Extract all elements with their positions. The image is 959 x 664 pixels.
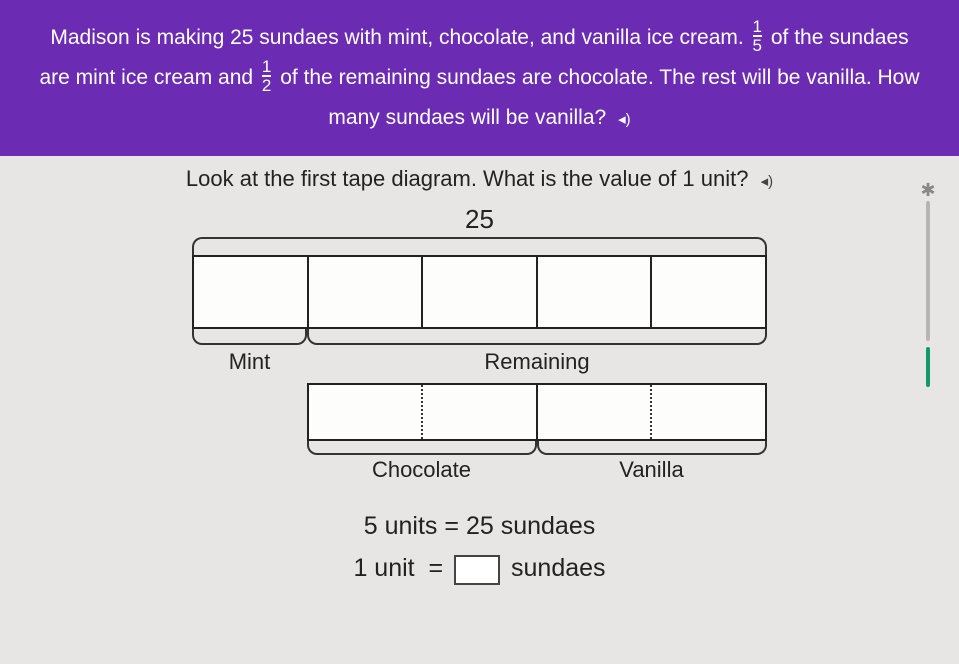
audio-icon[interactable]: ◂) [618, 106, 631, 135]
tape-cell [309, 257, 424, 327]
brace-chocolate: Chocolate [307, 441, 537, 483]
text-seg-d: of the remaining sundaes are chocolate. … [280, 66, 919, 89]
instruction-text: Look at the first tape diagram. What is … [0, 166, 959, 192]
slider-track [926, 201, 930, 341]
fraction-numerator: 1 [262, 58, 271, 75]
eq1-right: 25 sundaes [466, 512, 595, 540]
problem-line-3: many sundaes will be vanilla? ◂) [20, 98, 939, 138]
tape-half [538, 385, 765, 439]
eq1-left: 5 units [364, 512, 438, 540]
text-seg-b: of the sundaes [771, 26, 909, 49]
tape-cell [652, 257, 765, 327]
problem-line-1: Madison is making 25 sundaes with mint, … [20, 18, 939, 58]
equations-block: 5 units = 25 sundaes 1 unit = sundaes [0, 505, 959, 590]
fraction-denominator: 5 [753, 35, 762, 54]
vanilla-label: Vanilla [537, 457, 767, 483]
brace-top [192, 237, 767, 255]
fraction-numerator: 1 [753, 18, 762, 35]
fraction-1-5: 1 5 [753, 18, 762, 54]
chocolate-label: Chocolate [307, 457, 537, 483]
progress-slider[interactable]: ✱ [915, 180, 941, 387]
tape-1 [192, 255, 767, 329]
fraction-1-2: 1 2 [262, 58, 271, 94]
tape-half [309, 385, 538, 439]
equation-line-1: 5 units = 25 sundaes [0, 505, 959, 548]
fraction-denominator: 2 [262, 75, 271, 94]
tape-sub [652, 385, 765, 439]
under-braces-1: Mint Remaining [192, 329, 767, 375]
slider-accent [926, 347, 930, 387]
instruction-label: Look at the first tape diagram. What is … [186, 166, 749, 191]
eq-sign: = [444, 512, 459, 540]
text-seg-e: many sundaes will be vanilla? [328, 106, 606, 129]
eq2-left: 1 unit [353, 554, 414, 582]
mint-label: Mint [192, 349, 307, 375]
under-braces-2: Chocolate Vanilla [307, 441, 767, 483]
brace-remaining: Remaining [307, 329, 767, 375]
tape-cell [538, 257, 653, 327]
brace-vanilla: Vanilla [537, 441, 767, 483]
tape-2-wrapper: Chocolate Vanilla [307, 383, 767, 483]
eq2-right: sundaes [511, 554, 606, 582]
problem-header: Madison is making 25 sundaes with mint, … [0, 0, 959, 156]
tape-cell [194, 257, 309, 327]
tape-2 [307, 383, 767, 441]
answer-input-box[interactable] [454, 555, 500, 585]
audio-icon[interactable]: ◂) [761, 172, 774, 190]
equation-line-2: 1 unit = sundaes [0, 547, 959, 590]
text-seg-a: Madison is making 25 sundaes with mint, … [50, 26, 749, 49]
remaining-label: Remaining [307, 349, 767, 375]
tape-sub [309, 385, 424, 439]
tape-sub [423, 385, 536, 439]
tape-cell [423, 257, 538, 327]
brace-mint: Mint [192, 329, 307, 375]
problem-line-2: are mint ice cream and 1 2 of the remain… [20, 58, 939, 98]
eq-sign: = [429, 554, 444, 582]
text-seg-c: are mint ice cream and [39, 66, 258, 89]
total-label: 25 [100, 204, 860, 235]
star-icon: ✱ [915, 180, 941, 201]
tape-diagram: 25 Mint Remaining [100, 204, 860, 483]
tape-sub [538, 385, 653, 439]
